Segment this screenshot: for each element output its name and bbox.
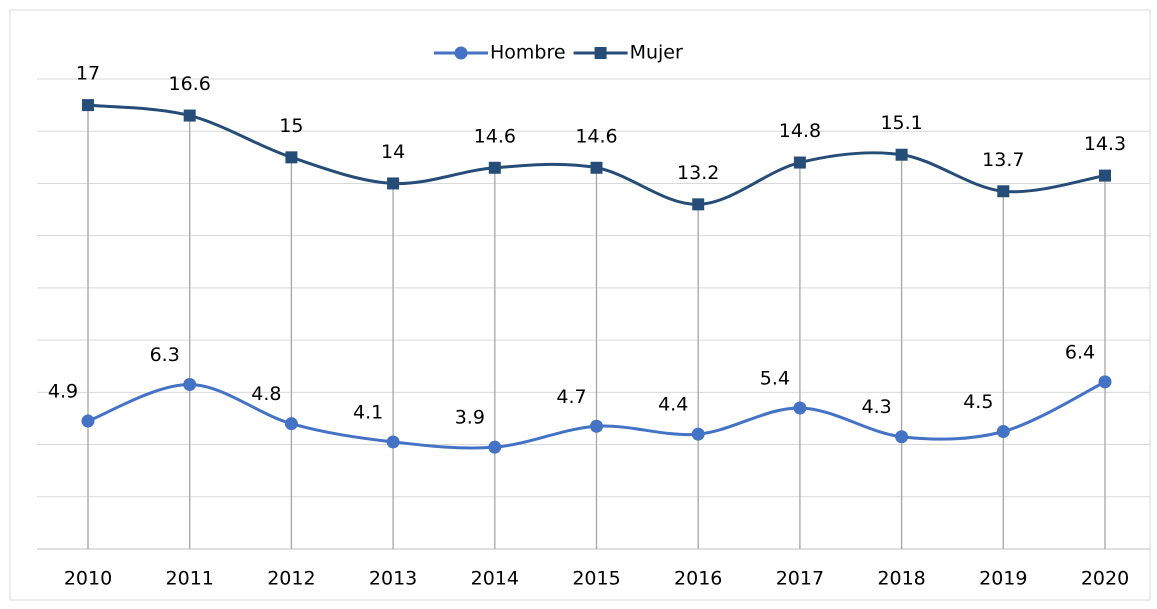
data-label: 14 — [381, 141, 405, 163]
marker — [1099, 169, 1111, 182]
marker — [793, 401, 807, 415]
legend-label: Mujer — [630, 42, 683, 64]
marker — [183, 378, 197, 391]
marker — [488, 161, 501, 174]
data-label: 17 — [76, 63, 100, 85]
data-label: 14.6 — [474, 125, 516, 147]
marker — [793, 156, 806, 169]
x-tick-label: 2017 — [776, 568, 824, 590]
marker — [997, 185, 1010, 198]
data-label: 3.9 — [455, 407, 485, 429]
x-tick-label: 2020 — [1081, 568, 1129, 590]
data-label: 4.7 — [556, 386, 586, 408]
x-tick-label: 2013 — [369, 568, 417, 590]
data-label: 14.8 — [779, 120, 821, 142]
marker — [996, 425, 1010, 438]
data-label: 15 — [279, 115, 303, 137]
marker — [590, 161, 603, 174]
marker — [386, 435, 400, 449]
marker — [285, 151, 298, 164]
marker — [81, 414, 95, 428]
marker — [82, 99, 94, 112]
x-tick-label: 2011 — [166, 568, 214, 590]
marker — [692, 198, 705, 211]
data-label: 6.4 — [1065, 341, 1095, 363]
data-label: 4.4 — [658, 394, 688, 416]
data-label: 16.6 — [169, 73, 211, 95]
legend-label: Hombre — [490, 42, 566, 64]
marker — [895, 148, 908, 161]
marker — [387, 177, 400, 190]
data-label: 13.2 — [677, 162, 719, 184]
data-label: 4.8 — [251, 383, 281, 405]
data-label: 4.3 — [861, 396, 891, 418]
x-tick-label: 2012 — [267, 568, 315, 590]
x-tick-label: 2019 — [979, 568, 1027, 590]
data-label: 6.3 — [150, 344, 180, 366]
marker — [1098, 375, 1112, 389]
marker — [590, 419, 603, 433]
chart-border — [9, 9, 1151, 601]
data-label: 14.6 — [575, 125, 617, 147]
x-tick-label: 2016 — [674, 568, 722, 590]
x-tick-label: 2018 — [877, 568, 925, 590]
data-label: 15.1 — [880, 112, 922, 134]
legend-marker — [594, 47, 607, 59]
marker — [488, 440, 502, 454]
data-label: 14.3 — [1084, 133, 1126, 155]
marker — [895, 430, 909, 444]
x-tick-label: 2015 — [572, 568, 620, 590]
marker — [183, 109, 196, 122]
data-label: 5.4 — [760, 368, 790, 390]
marker — [284, 417, 298, 431]
x-tick-label: 2014 — [471, 568, 519, 590]
legend-marker — [454, 46, 468, 60]
data-label: 4.5 — [963, 391, 993, 413]
marker — [691, 427, 705, 441]
data-label: 4.9 — [48, 381, 78, 403]
data-label: 13.7 — [982, 149, 1024, 171]
data-label: 4.1 — [353, 401, 383, 423]
x-tick-label: 2010 — [64, 568, 112, 590]
